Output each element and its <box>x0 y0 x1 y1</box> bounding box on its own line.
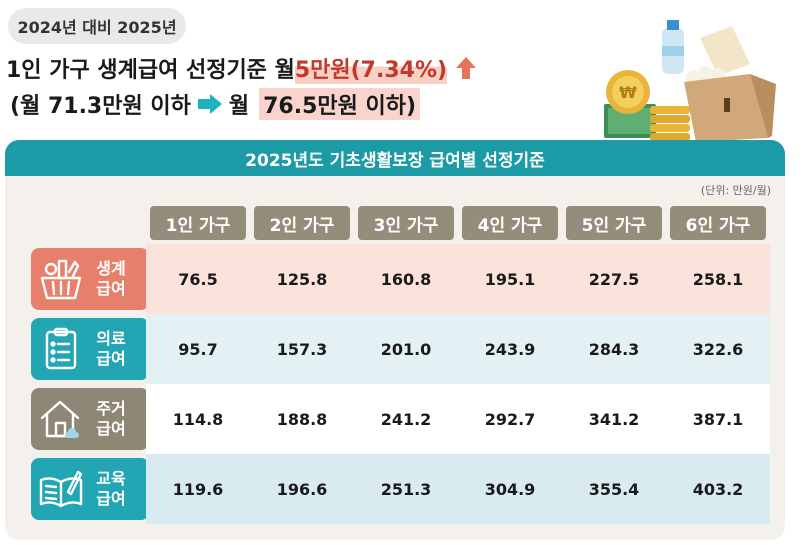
column-header-5: 5인 가구 <box>566 206 662 240</box>
row-label-housing: 주거 급여 <box>31 388 149 450</box>
headline-2-open: (월 71.3만원 이하 <box>10 94 191 119</box>
column-header-2: 2인 가구 <box>254 206 350 240</box>
grocery-basket-icon <box>40 259 82 300</box>
house-icon <box>40 400 80 438</box>
cell-medical-3: 201.0 <box>354 314 458 384</box>
cell-education-6: 403.2 <box>666 454 770 524</box>
row-label-line1: 교육 <box>96 469 126 488</box>
row-label-line2: 급여 <box>96 419 126 438</box>
year-badge: 2024년 대비 2025년 <box>8 8 186 44</box>
cell-livelihood-2: 125.8 <box>250 244 354 314</box>
cell-livelihood-4: 195.1 <box>458 244 562 314</box>
headline-2-next: 월 <box>228 94 250 119</box>
medical-chart-icon <box>45 327 77 370</box>
cell-medical-5: 284.3 <box>562 314 666 384</box>
unit-label: (단위: 만원/월) <box>700 184 771 197</box>
cell-housing-5: 341.2 <box>562 384 666 454</box>
column-header-4: 4인 가구 <box>462 206 558 240</box>
cell-education-4: 304.9 <box>458 454 562 524</box>
panel-title: 2025년도 기초생활보장 급여별 선정기준 <box>5 140 785 176</box>
cell-housing-1: 114.8 <box>146 384 250 454</box>
row-label-line2: 급여 <box>96 279 126 298</box>
cell-livelihood-6: 258.1 <box>666 244 770 314</box>
groceries-and-coins-illustration: ₩ <box>604 20 776 142</box>
cell-education-2: 196.6 <box>250 454 354 524</box>
arrow-up-icon <box>456 57 477 79</box>
cell-housing-4: 292.7 <box>458 384 562 454</box>
cell-livelihood-3: 160.8 <box>354 244 458 314</box>
row-label-line1: 생계 <box>96 259 126 278</box>
cell-education-3: 251.3 <box>354 454 458 524</box>
headline-1-prefix: 1인 가구 생계급여 선정기준 월 <box>6 58 295 83</box>
benefit-criteria-panel: 2025년도 기초생활보장 급여별 선정기준 (단위: 만원/월) 1인 가구 … <box>5 140 785 540</box>
headline-1: 1인 가구 생계급여 선정기준 월 5만원(7.34%) <box>6 52 477 84</box>
cell-medical-2: 157.3 <box>250 314 354 384</box>
row-label-line2: 급여 <box>96 489 126 508</box>
column-header-3: 3인 가구 <box>358 206 454 240</box>
cell-medical-6: 322.6 <box>666 314 770 384</box>
cell-livelihood-5: 227.5 <box>562 244 666 314</box>
svg-text:₩: ₩ <box>619 83 637 102</box>
headline-1-highlight: 5만원(7.34%) <box>294 52 448 84</box>
cell-medical-4: 243.9 <box>458 314 562 384</box>
cell-education-1: 119.6 <box>146 454 250 524</box>
arrow-right-icon <box>197 94 222 114</box>
row-label-line1: 의료 <box>96 329 126 348</box>
cell-housing-3: 241.2 <box>354 384 458 454</box>
column-header-6: 6인 가구 <box>670 206 766 240</box>
row-label-line1: 주거 <box>96 399 126 418</box>
open-book-icon <box>39 470 83 508</box>
column-header-1: 1인 가구 <box>150 206 246 240</box>
cell-livelihood-1: 76.5 <box>146 244 250 314</box>
cell-education-5: 355.4 <box>562 454 666 524</box>
headline-2-highlight: 76.5만원 이하) <box>259 88 421 120</box>
row-label-line2: 급여 <box>96 349 126 368</box>
cell-medical-1: 95.7 <box>146 314 250 384</box>
headline-2: (월 71.3만원 이하 월 76.5만원 이하) <box>10 88 421 120</box>
cell-housing-2: 188.8 <box>250 384 354 454</box>
row-label-medical: 의료 급여 <box>31 318 149 380</box>
row-label-education: 교육 급여 <box>31 458 149 520</box>
cell-housing-6: 387.1 <box>666 384 770 454</box>
row-label-livelihood: 생계 급여 <box>31 248 149 310</box>
